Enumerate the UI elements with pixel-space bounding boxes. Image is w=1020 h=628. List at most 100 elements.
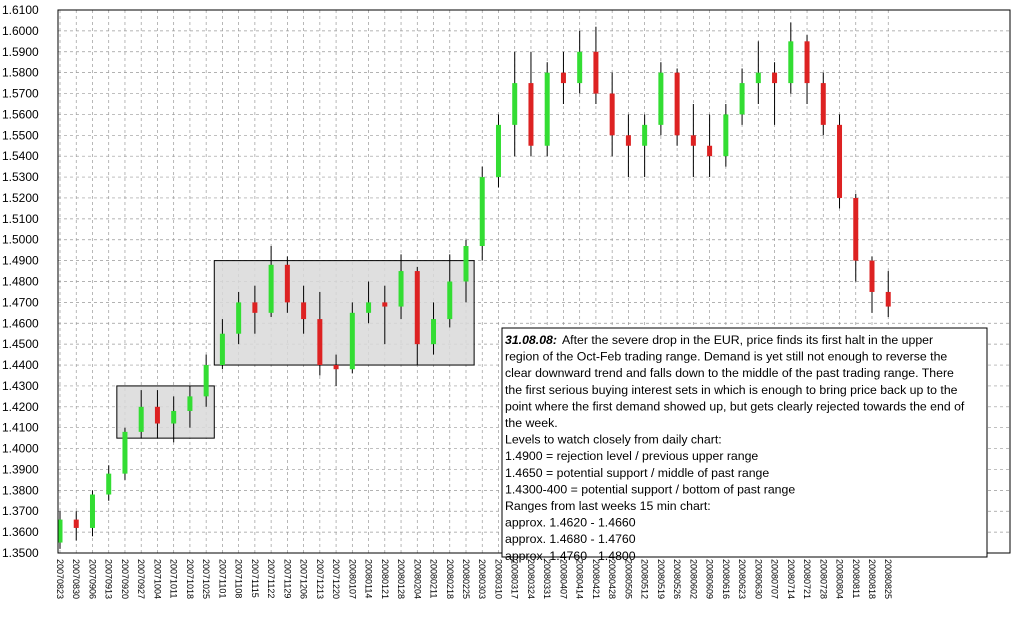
y-tick-label: 1.4000 xyxy=(2,442,39,456)
y-tick-label: 1.3600 xyxy=(2,525,39,539)
x-tick-label: 20080317 xyxy=(510,559,520,599)
candle-body xyxy=(236,302,242,334)
y-tick-label: 1.5400 xyxy=(2,149,39,163)
candle-body xyxy=(495,124,501,178)
x-tick-label: 20070927 xyxy=(136,559,146,599)
candle-body xyxy=(869,260,875,292)
x-tick-label: 20071115 xyxy=(250,559,260,598)
y-tick-label: 1.5800 xyxy=(2,66,39,80)
x-tick-label: 20080204 xyxy=(412,559,422,599)
candle-body xyxy=(106,473,112,495)
x-tick-label: 20080121 xyxy=(380,559,390,599)
candle-body xyxy=(837,124,843,198)
x-tick-label: 20080505 xyxy=(623,559,633,599)
x-tick-label: 20071018 xyxy=(185,559,195,599)
range-boxes xyxy=(116,260,475,439)
x-tick-label: 20080211 xyxy=(429,559,439,598)
x-tick-label: 20080811 xyxy=(851,559,861,598)
candle-body xyxy=(593,51,599,94)
x-tick-label: 20071011 xyxy=(169,559,179,598)
x-tick-label: 20080114 xyxy=(364,559,374,598)
y-tick-label: 1.4800 xyxy=(2,275,39,289)
candle-body xyxy=(203,365,209,397)
x-tick-label: 20071122 xyxy=(266,559,276,598)
annotation-lines: region of the Oct-Feb trading range. Dem… xyxy=(505,350,965,563)
annotation-line: approx. 1.4620 - 1.4660 xyxy=(505,516,636,530)
y-tick-label: 1.4500 xyxy=(2,337,39,351)
candle-body xyxy=(479,177,485,246)
annotation-date: 31.08.08: xyxy=(505,333,557,347)
annotation-line: approx. 1.4760 - 1.4800 xyxy=(505,549,636,563)
candle-body xyxy=(642,124,648,146)
x-tick-label: 20080512 xyxy=(640,559,650,599)
x-tick-label: 20080721 xyxy=(802,559,812,599)
y-tick-label: 1.5600 xyxy=(2,107,39,121)
y-tick-label: 1.3900 xyxy=(2,462,39,476)
y-tick-label: 1.6100 xyxy=(2,3,39,17)
x-tick-label: 20080818 xyxy=(867,559,877,599)
candle-body xyxy=(625,135,631,146)
candle-body xyxy=(333,365,339,370)
x-tick-label: 20080303 xyxy=(477,559,487,599)
candle-body xyxy=(366,302,372,313)
y-tick-label: 1.3800 xyxy=(2,483,39,497)
y-tick-label: 1.5200 xyxy=(2,191,39,205)
axis-labels: 1.3500 1.3600 1.3700 1.3800 1.3900 1.4000 1.41… xyxy=(2,3,893,599)
y-tick-label: 1.4200 xyxy=(2,400,39,414)
candle-body xyxy=(544,72,550,146)
candle-body xyxy=(853,197,859,261)
annotation-first-line: 31.08.08: After the severe drop in the EU… xyxy=(505,333,933,347)
candle-body xyxy=(609,93,615,136)
x-tick-label: 20071004 xyxy=(152,559,162,599)
y-tick-label: 1.5500 xyxy=(2,128,39,142)
annotation-line: After the severe drop in the EUR, price … xyxy=(562,333,933,347)
candle-body xyxy=(820,83,826,125)
candle-body xyxy=(755,72,761,84)
x-tick-label: 20080609 xyxy=(705,559,715,599)
candles xyxy=(57,22,891,549)
x-tick-label: 20080707 xyxy=(770,559,780,599)
x-tick-label: 20080225 xyxy=(461,559,471,599)
candle-body xyxy=(772,72,778,84)
y-tick-label: 1.3500 xyxy=(2,546,39,560)
x-tick-label: 20080714 xyxy=(786,559,796,599)
candle-body xyxy=(284,264,290,303)
x-tick-label: 20080107 xyxy=(347,559,357,599)
range-box xyxy=(116,385,215,439)
candle-body xyxy=(739,83,745,115)
candle-body xyxy=(707,145,713,157)
annotation-line: clear downward trend and falls down to t… xyxy=(505,366,954,380)
x-tick-label: 20080310 xyxy=(493,559,503,599)
candle-body xyxy=(187,396,193,411)
candle-body xyxy=(138,406,144,432)
x-tick-label: 20080728 xyxy=(818,559,828,599)
x-tick-label: 20080414 xyxy=(575,559,585,599)
y-tick-label: 1.4700 xyxy=(2,295,39,309)
x-tick-label: 20071108 xyxy=(234,559,244,598)
candle-body xyxy=(528,83,534,146)
x-tick-label: 20070906 xyxy=(87,559,97,599)
candle-body xyxy=(512,83,518,125)
x-tick-label: 20080623 xyxy=(737,559,747,599)
x-tick-label: 20071220 xyxy=(331,559,341,599)
candle-body xyxy=(431,319,437,345)
candle-body xyxy=(674,72,680,136)
candle-body xyxy=(414,271,420,345)
candle-body xyxy=(577,51,583,84)
candle-body xyxy=(560,72,566,84)
y-tick-label: 1.4600 xyxy=(2,316,39,330)
y-tick-label: 1.5100 xyxy=(2,212,39,226)
x-tick-label: 20080421 xyxy=(591,559,601,599)
annotation-line: Ranges from last weeks 15 min chart: xyxy=(505,499,711,513)
candle-body xyxy=(804,41,810,84)
candle-body xyxy=(398,271,404,307)
y-tick-label: 1.4300 xyxy=(2,379,39,393)
candle-body xyxy=(317,319,323,366)
candle-body xyxy=(252,302,258,313)
x-tick-label: 20080218 xyxy=(445,559,455,599)
x-tick-label: 20070920 xyxy=(120,559,130,599)
candle-body xyxy=(301,302,307,320)
x-tick-label: 20080128 xyxy=(396,559,406,599)
y-tick-label: 1.5300 xyxy=(2,170,39,184)
x-tick-label: 20080630 xyxy=(753,559,763,599)
